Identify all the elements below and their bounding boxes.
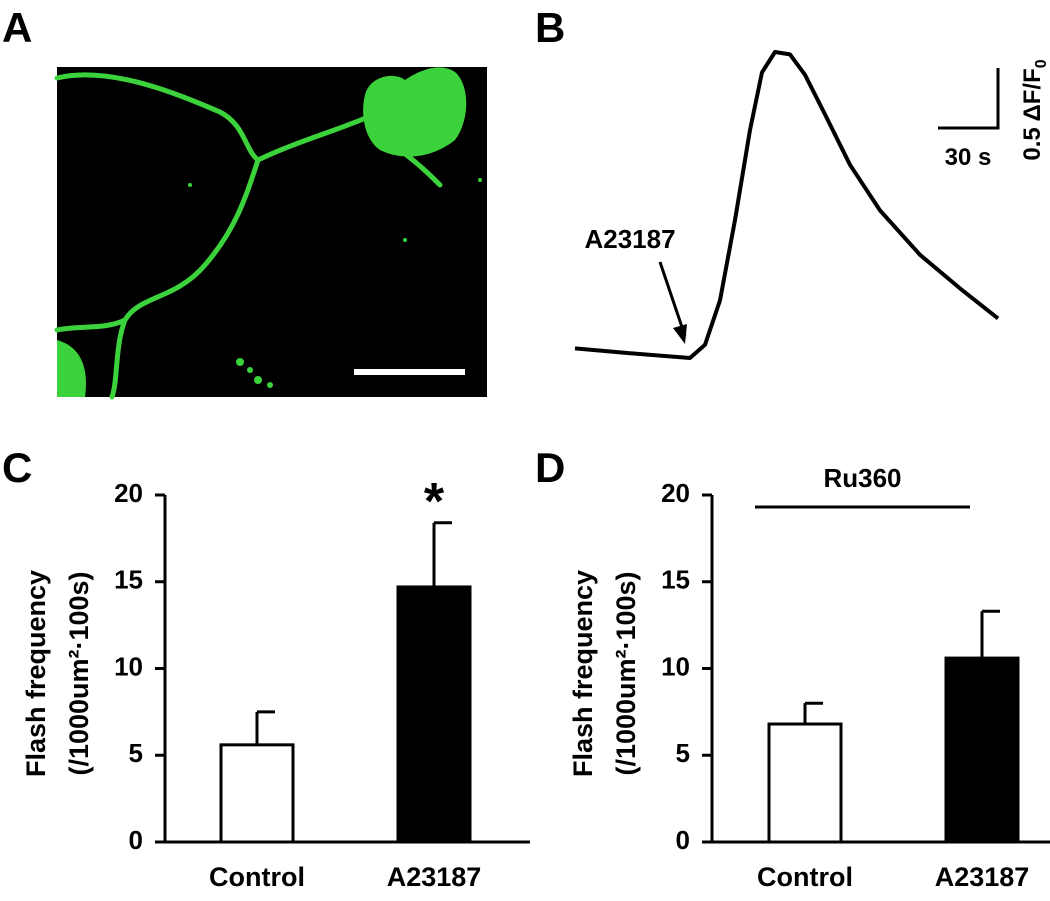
x-tick-label: Control — [209, 862, 305, 892]
scale-bar — [938, 68, 1000, 130]
x-tick-label: Control — [757, 862, 853, 892]
y-axis-label: (/1000um²·100s) — [64, 571, 94, 775]
y-tick-label: 10 — [114, 651, 143, 681]
bar — [767, 722, 843, 844]
y-tick-label: 15 — [661, 565, 690, 595]
bar — [219, 743, 295, 844]
trace — [574, 50, 1000, 360]
y-tick-label: 10 — [661, 651, 690, 681]
scale-y-label-main: 0.5 ΔF/F — [1019, 68, 1046, 160]
annotation: A23187 — [584, 224, 675, 254]
x-tick-label: A23187 — [387, 862, 482, 892]
y-axis-label: Flash frequency — [568, 570, 598, 777]
micrograph — [54, 67, 487, 400]
y-tick-label: 0 — [129, 825, 143, 855]
panel-label: D — [535, 444, 565, 491]
panel-label: A — [2, 4, 32, 51]
annotation-arrow — [658, 261, 687, 337]
bar — [396, 585, 472, 844]
x-tick-label: A23187 — [935, 862, 1030, 892]
y-tick-label: 20 — [661, 478, 690, 508]
scale-x-label: 30 s — [945, 144, 992, 171]
bar — [944, 656, 1020, 844]
panel-label: C — [2, 444, 32, 491]
y-tick-label: 5 — [129, 738, 143, 768]
y-tick-label: 15 — [114, 565, 143, 595]
panel-label: B — [535, 4, 565, 51]
y-tick-label: 5 — [676, 738, 690, 768]
y-axis-label: Flash frequency — [21, 570, 51, 777]
y-tick-label: 20 — [114, 478, 143, 508]
bracket-label: Ru360 — [823, 463, 901, 493]
y-tick-label: 0 — [676, 825, 690, 855]
y-axis-label: (/1000um²·100s) — [611, 571, 641, 775]
significance: * — [424, 473, 445, 531]
scale-y-label-sub: 0 — [1033, 59, 1050, 68]
scale-y-label: 0.5 ΔF/F0 — [1019, 59, 1050, 160]
arrow-head — [673, 324, 687, 344]
